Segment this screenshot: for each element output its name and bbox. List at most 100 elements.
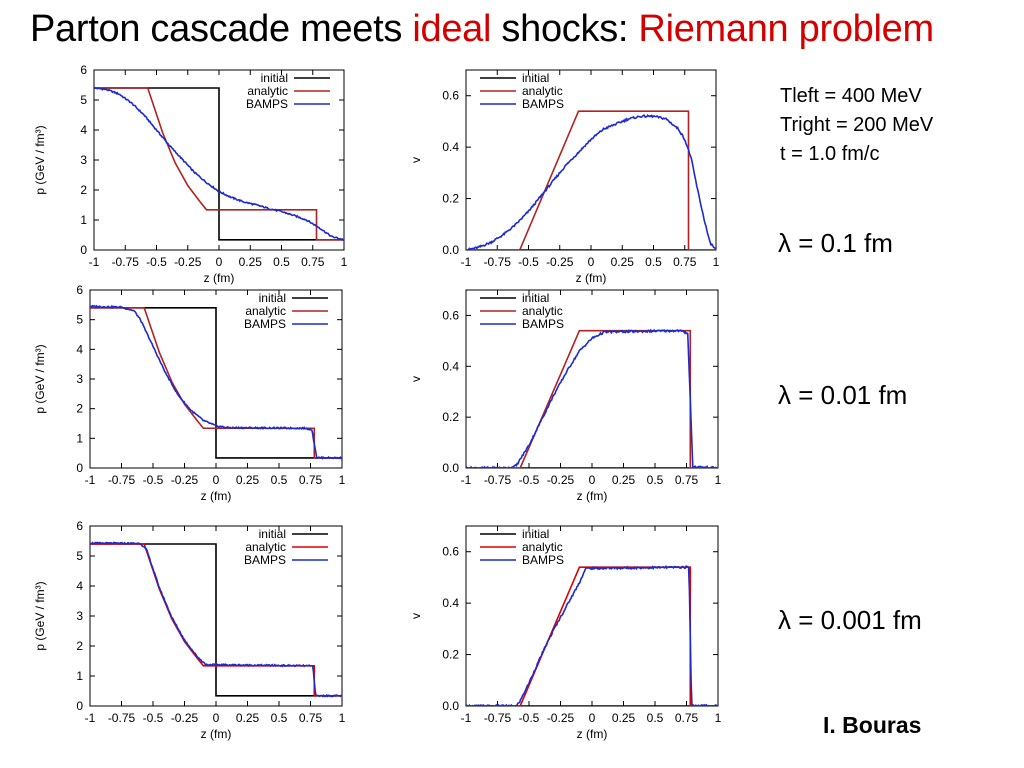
x-tick-label: 0.75 — [301, 255, 325, 269]
x-tick-label: 1 — [715, 711, 722, 725]
x-tick-label: 0 — [213, 473, 220, 487]
legend-label-analytic: analytic — [245, 304, 286, 318]
legend-label-initial: initial — [522, 291, 549, 305]
series-line-initial — [90, 307, 342, 459]
x-tick-label: -0.25 — [547, 711, 575, 725]
y-tick-label: 5 — [76, 313, 83, 327]
x-tick-label: 0.25 — [236, 473, 260, 487]
velocity-plot-lambda-0.001: -1 -0.75 -0.5 -0.25 0 0.25 0.5 0.75 1 0.0 0.2 0.4 0.… — [409, 525, 722, 741]
param-time: t = 1.0 fm/c — [780, 143, 880, 165]
x-tick-label: -0.75 — [108, 473, 136, 487]
x-tick-label: -0.5 — [146, 255, 167, 269]
y-tick-label: 5 — [76, 549, 83, 563]
x-tick-label: -0.75 — [484, 255, 512, 269]
series-line-bamps — [466, 564, 718, 706]
x-tick-label: 0 — [213, 711, 220, 725]
legend-label-analytic: analytic — [522, 540, 563, 554]
parameters-block: Tleft = 400 MeV Tright = 200 MeV t = 1.0… — [780, 82, 933, 169]
legend-label-initial: initial — [522, 71, 549, 85]
series-line-bamps — [466, 328, 718, 468]
y-tick-label: 2 — [76, 402, 83, 416]
y-axis-label: p (GeV / fm³) — [33, 344, 47, 413]
title-part-2: ideal — [412, 8, 492, 50]
series-line-bamps — [466, 113, 716, 250]
legend-label-initial: initial — [522, 527, 549, 541]
y-axis-label: v — [409, 613, 423, 619]
y-axis-label: v — [409, 157, 423, 163]
y-tick-label: 0.6 — [442, 545, 459, 559]
x-tick-label: 0 — [216, 255, 223, 269]
x-tick-label: -1 — [461, 711, 472, 725]
x-tick-label: 0.75 — [299, 711, 323, 725]
pressure-plot-lambda-0.1: -1 -0.75 -0.5 -0.25 0 0.25 0.5 0.75 1 0 1 2 3 4 5 6 z (f… — [33, 63, 348, 285]
x-tick-label: 0.5 — [647, 711, 664, 725]
y-tick-label: 3 — [76, 609, 83, 623]
velocity-plot-lambda-0.01: -1 -0.75 -0.5 -0.25 0 0.25 0.5 0.75 1 0.0 0.2 0.4 0.… — [409, 289, 722, 503]
title-part-3: shocks: — [501, 8, 629, 50]
x-axis-label: z (fm) — [204, 271, 235, 285]
y-tick-label: 0 — [80, 243, 87, 257]
x-tick-label: 0.5 — [273, 255, 290, 269]
legend-label-bamps: BAMPS — [246, 97, 288, 111]
x-tick-label: -0.5 — [143, 473, 164, 487]
y-tick-label: 6 — [76, 519, 83, 533]
y-tick-label: 4 — [76, 342, 83, 356]
y-tick-label: 2 — [76, 639, 83, 653]
y-tick-label: 1 — [76, 431, 83, 445]
pressure-plot-lambda-0.01: -1 -0.75 -0.5 -0.25 0 0.25 0.5 0.75 1 0 1 2 3 4 5 6 z (f… — [33, 283, 346, 503]
y-tick-label: 0.2 — [442, 648, 459, 662]
x-tick-label: -1 — [461, 255, 472, 269]
y-axis-label: v — [409, 376, 423, 382]
title-part-4: Riemann problem — [638, 8, 934, 50]
x-tick-label: 0 — [589, 711, 596, 725]
x-tick-label: 1 — [339, 473, 346, 487]
series-line-analytic — [466, 110, 716, 250]
legend-label-initial: initial — [259, 291, 286, 305]
x-tick-label: 0.75 — [675, 473, 699, 487]
y-tick-label: 4 — [80, 123, 87, 137]
y-tick-label: 3 — [76, 372, 83, 386]
x-tick-label: 1 — [715, 473, 722, 487]
y-tick-label: 0.2 — [442, 192, 459, 206]
series-line-analytic — [94, 87, 344, 241]
legend-label-analytic: analytic — [247, 84, 288, 98]
y-tick-label: 0.4 — [442, 596, 459, 610]
y-tick-label: 3 — [80, 153, 87, 167]
y-tick-label: 6 — [76, 283, 83, 297]
slide-title: Parton cascade meets ideal shocks: Riema… — [30, 8, 934, 51]
plot-frame — [465, 289, 719, 469]
series-line-analytic — [466, 329, 718, 468]
author-name: I. Bouras — [823, 712, 922, 738]
x-tick-label: -1 — [85, 711, 96, 725]
y-tick-label: 1 — [80, 213, 87, 227]
lambda-label-2: λ = 0.01 fm — [778, 380, 908, 410]
legend-label-analytic: analytic — [522, 304, 563, 318]
x-tick-label: 0.25 — [239, 255, 263, 269]
x-axis-label: z (fm) — [576, 271, 607, 285]
x-tick-label: -0.5 — [143, 711, 164, 725]
series-line-bamps — [90, 304, 342, 460]
x-tick-label: 0.25 — [611, 255, 635, 269]
x-tick-label: -1 — [85, 473, 96, 487]
x-tick-label: -0.25 — [547, 473, 575, 487]
x-tick-label: -0.5 — [519, 473, 540, 487]
x-tick-label: 1 — [339, 711, 346, 725]
x-tick-label: -0.25 — [546, 255, 574, 269]
x-tick-label: -0.5 — [519, 711, 540, 725]
pressure-plot-lambda-0.001: -1 -0.75 -0.5 -0.25 0 0.25 0.5 0.75 1 0 1 2 3 4 5 6 z (f… — [33, 519, 346, 741]
x-tick-label: -0.75 — [484, 473, 512, 487]
series-line-analytic — [466, 566, 718, 706]
x-tick-label: -1 — [89, 255, 100, 269]
legend-label-initial: initial — [261, 71, 288, 85]
y-tick-label: 0.4 — [442, 140, 459, 154]
x-axis-label: z (fm) — [577, 727, 608, 741]
y-tick-label: 0.0 — [442, 461, 459, 475]
series-line-bamps — [90, 541, 342, 698]
x-axis-label: z (fm) — [201, 727, 232, 741]
y-axis-label: p (GeV / fm³) — [33, 125, 47, 194]
x-tick-label: -0.25 — [171, 473, 199, 487]
legend-label-bamps: BAMPS — [244, 317, 286, 331]
y-tick-label: 0.4 — [442, 359, 459, 373]
y-tick-label: 0.2 — [442, 410, 459, 424]
y-tick-label: 2 — [80, 183, 87, 197]
